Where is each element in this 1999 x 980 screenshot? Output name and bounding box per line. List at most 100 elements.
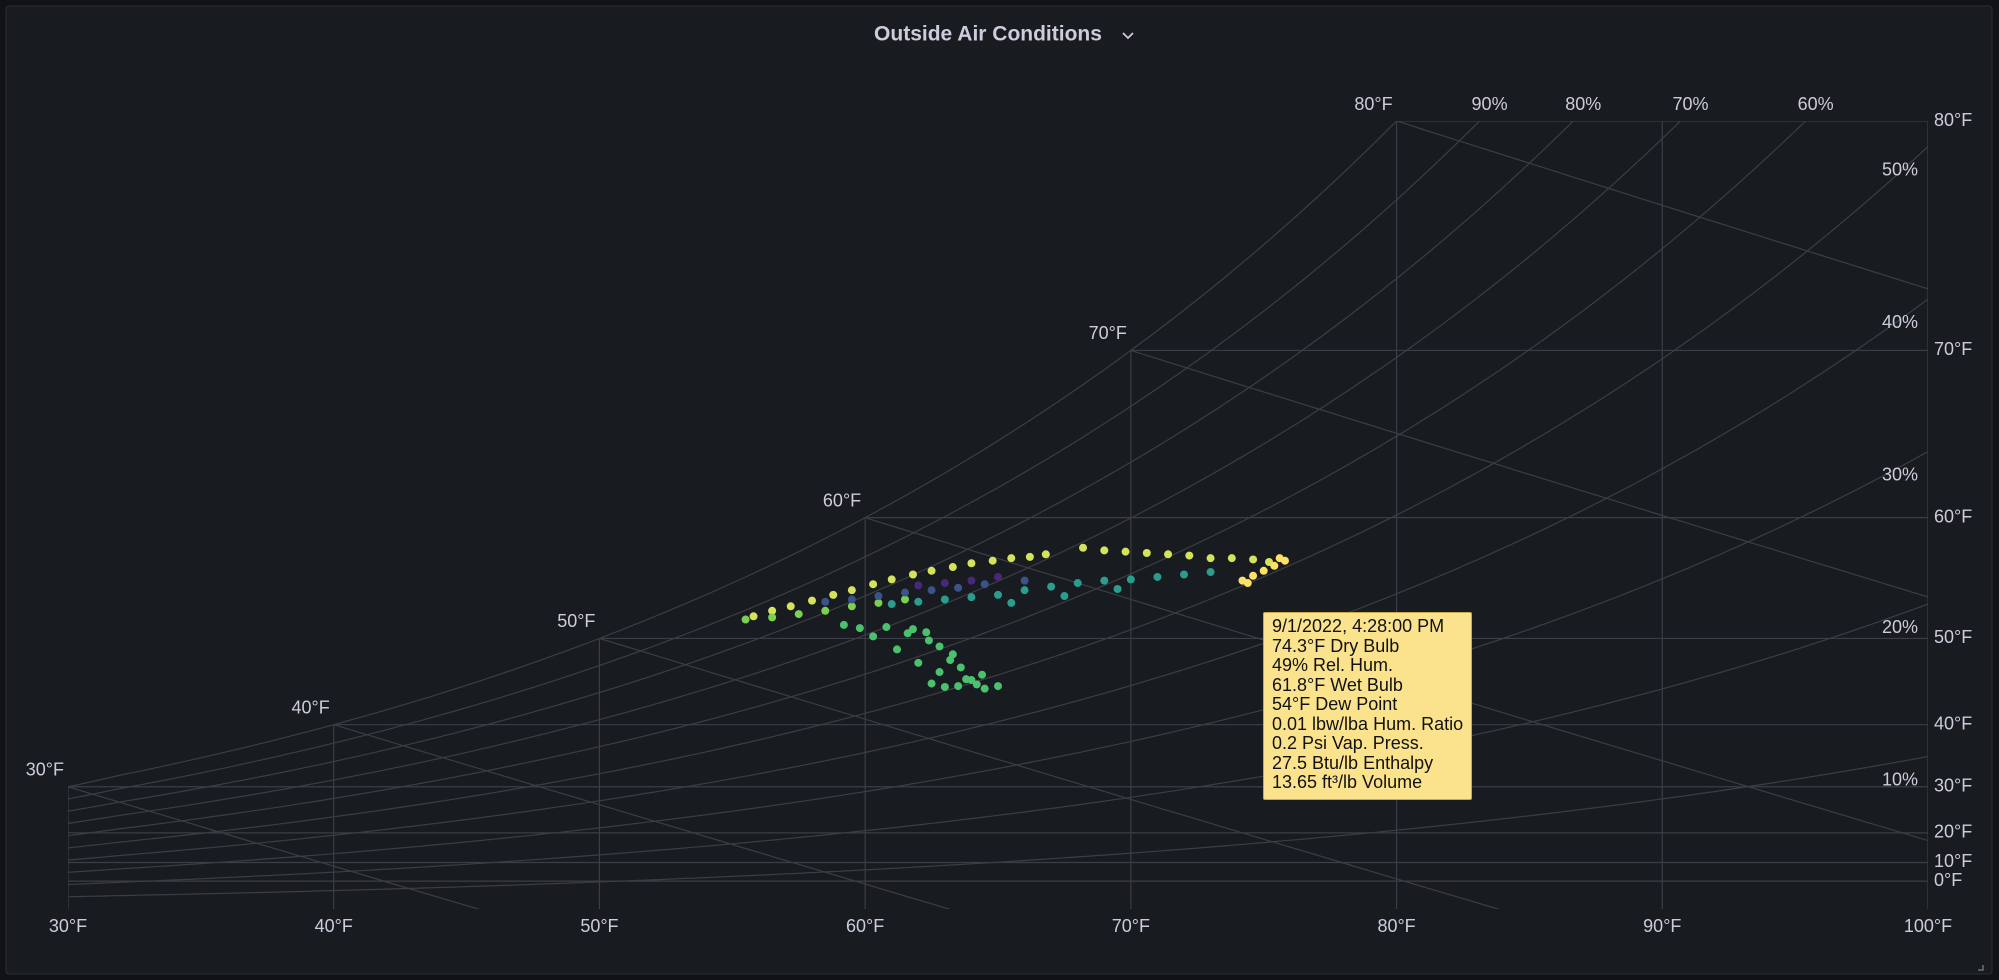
wet-bulb-line — [1130, 349, 1928, 598]
data-point — [967, 576, 976, 585]
data-point — [922, 628, 931, 637]
wet-bulb-label: 30°F — [26, 760, 64, 780]
data-point — [924, 636, 933, 645]
x-tick-label: 80°F — [1377, 916, 1415, 936]
data-point — [901, 588, 909, 597]
data-point — [935, 668, 944, 677]
data-point — [972, 680, 981, 689]
rh-label: 80% — [1565, 94, 1601, 114]
resize-handle[interactable] — [1978, 965, 1984, 971]
rh-curve — [68, 121, 1575, 812]
data-point — [874, 598, 883, 607]
data-point — [1206, 568, 1215, 577]
y-tick-label: 40°F — [1934, 713, 1972, 733]
data-point — [1164, 550, 1173, 559]
data-point — [980, 580, 989, 589]
data-point — [914, 581, 923, 590]
data-point — [967, 559, 976, 568]
rh-label: 20% — [1882, 617, 1918, 637]
rh-curve — [68, 146, 1928, 849]
title-chevron[interactable] — [1122, 32, 1134, 40]
data-point — [940, 682, 949, 691]
data-point — [954, 682, 963, 691]
data-point — [847, 602, 856, 611]
rh-label: 70% — [1672, 94, 1708, 114]
data-point — [1079, 543, 1088, 552]
data-point — [749, 612, 758, 621]
x-tick-label: 90°F — [1643, 916, 1681, 936]
data-point — [940, 579, 949, 588]
x-tick-label: 50°F — [580, 916, 618, 936]
data-point — [1047, 582, 1056, 591]
tooltip-line: 49% Rel. Hum. — [1272, 655, 1394, 675]
y-tick-label: 10°F — [1934, 851, 1972, 871]
wet-bulb-line — [599, 637, 1500, 909]
data-point — [994, 572, 1002, 581]
rh-label: 90% — [1472, 94, 1508, 114]
data-point — [988, 556, 997, 565]
data-point — [794, 610, 803, 619]
rh-curve — [68, 298, 1928, 861]
data-point — [1270, 561, 1279, 570]
saturation-curve — [68, 121, 1398, 788]
data-point — [1185, 551, 1194, 560]
rh-curve — [68, 755, 1928, 898]
data-point — [1180, 570, 1188, 579]
data-point — [768, 613, 777, 622]
y-tick-label: 70°F — [1934, 339, 1972, 359]
wet-bulb-label: 70°F — [1089, 323, 1127, 343]
data-point — [1126, 575, 1135, 584]
rh-label: 50% — [1882, 159, 1918, 179]
data-point — [962, 675, 971, 684]
data-point — [901, 595, 909, 604]
rh-curve — [68, 121, 1807, 837]
data-point — [1121, 547, 1130, 556]
data-point — [914, 658, 923, 667]
y-tick-label: 0°F — [1934, 870, 1962, 890]
data-point — [948, 563, 957, 572]
data-point — [908, 625, 917, 634]
tooltip-line: 54°F Dew Point — [1272, 694, 1398, 714]
wet-bulb-label: 60°F — [823, 490, 861, 510]
data-point — [1007, 554, 1016, 563]
data-point — [1041, 550, 1050, 559]
rh-curve — [68, 603, 1928, 886]
data-point — [967, 593, 976, 602]
data-point — [1007, 598, 1016, 607]
data-point — [1100, 546, 1109, 555]
data-point — [839, 620, 848, 629]
data-point — [821, 606, 830, 615]
data-point — [1060, 592, 1069, 601]
y-tick-label: 60°F — [1934, 506, 1972, 526]
data-point — [927, 586, 936, 595]
data-point — [869, 580, 878, 589]
y-tick-label: 20°F — [1934, 822, 1972, 842]
data-point — [847, 586, 856, 595]
data-point — [874, 592, 883, 601]
label-layer: 30°F 40°F 50°F 60°F 70°F 80°F 90°F 100°F 0°F10°F… — [26, 94, 1972, 936]
data-point — [914, 597, 923, 606]
data-point — [869, 632, 878, 641]
tooltip-line: 74.3°F Dry Bulb — [1272, 635, 1400, 656]
data-point — [935, 642, 944, 651]
tooltip-line: 27.5 Btu/lb Enthalpy — [1272, 752, 1434, 773]
data-point — [1243, 579, 1252, 588]
y-tick-label: 30°F — [1934, 776, 1972, 796]
points-layer — [741, 543, 1289, 693]
data-point — [893, 645, 902, 654]
rh-label: 40% — [1882, 312, 1918, 332]
panel-title[interactable]: Outside Air Conditions — [874, 23, 1102, 46]
data-point — [956, 663, 965, 672]
tooltip-line: 9/1/2022, 4:28:00 PM — [1272, 616, 1445, 636]
data-point — [980, 684, 989, 693]
data-point — [768, 606, 777, 615]
data-point — [1073, 579, 1082, 588]
data-point — [786, 602, 795, 611]
data-point — [821, 597, 830, 606]
data-point — [1142, 548, 1151, 557]
data-point — [994, 682, 1002, 691]
data-point — [847, 595, 856, 604]
tooltip-line: 13.65 ft³/lb Volume — [1272, 772, 1423, 792]
